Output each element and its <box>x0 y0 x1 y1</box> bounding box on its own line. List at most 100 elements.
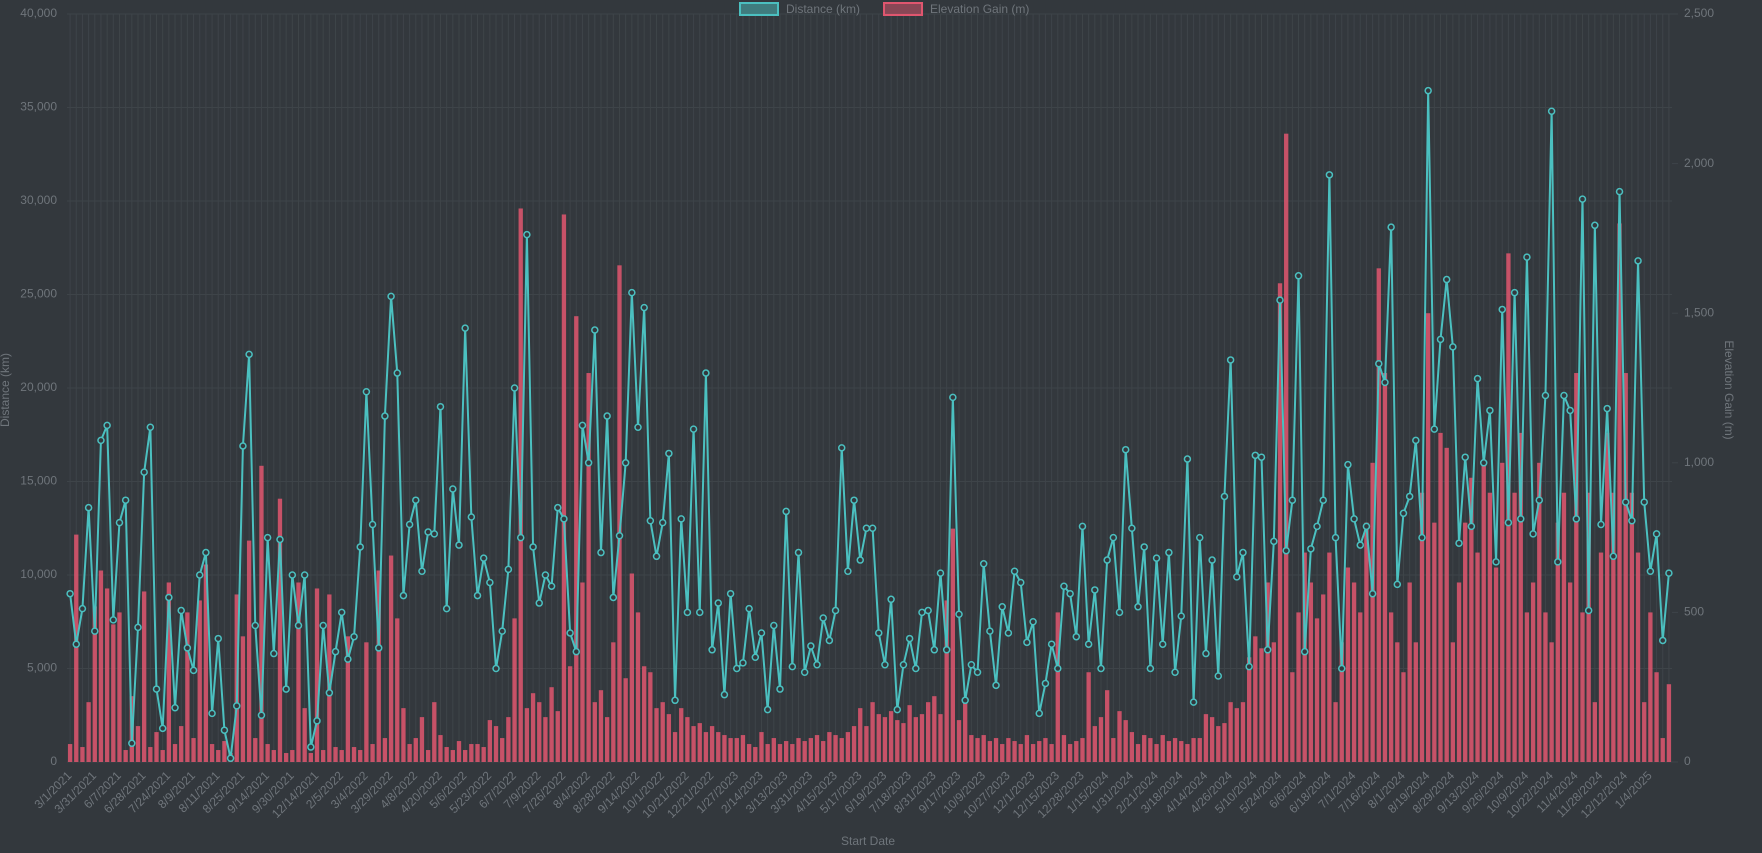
bar <box>1500 462 1505 762</box>
point <box>979 560 988 568</box>
point <box>1177 612 1185 620</box>
bar <box>1660 738 1665 762</box>
bar <box>493 726 499 762</box>
bar <box>642 666 647 762</box>
point <box>1196 533 1204 542</box>
bar <box>271 750 276 762</box>
bar <box>1364 522 1369 762</box>
bar <box>1185 744 1190 762</box>
bar <box>827 732 832 762</box>
bar <box>1160 735 1165 762</box>
point <box>1597 520 1605 529</box>
point <box>1251 451 1260 460</box>
point <box>189 666 198 675</box>
bar <box>1617 223 1622 762</box>
point <box>121 496 130 504</box>
point <box>739 659 747 667</box>
point <box>850 496 858 504</box>
bar <box>388 555 394 762</box>
bar <box>1043 738 1048 762</box>
bar <box>1586 492 1591 762</box>
point <box>430 530 439 538</box>
bar <box>709 726 715 762</box>
bar <box>1401 672 1406 762</box>
point <box>541 571 550 579</box>
bar <box>895 720 900 762</box>
bar <box>580 582 585 762</box>
bar <box>321 750 326 762</box>
point <box>751 653 760 662</box>
bar <box>771 738 776 762</box>
point <box>776 685 784 693</box>
point <box>1078 522 1087 531</box>
bar <box>1654 672 1659 762</box>
x-axis-title: Start Date <box>841 834 895 848</box>
bar <box>123 750 128 762</box>
point <box>1146 664 1155 673</box>
point <box>1665 569 1673 577</box>
point <box>72 640 81 648</box>
bar <box>92 606 97 762</box>
point <box>486 578 494 587</box>
point <box>1023 638 1031 647</box>
point <box>1424 86 1432 95</box>
bar <box>296 582 301 762</box>
point <box>1233 573 1241 581</box>
bar <box>907 705 912 762</box>
point <box>887 595 895 604</box>
bar <box>611 642 616 762</box>
point <box>1405 492 1414 501</box>
bar <box>1240 702 1246 762</box>
bar <box>172 744 178 762</box>
point <box>479 554 488 562</box>
point <box>825 636 834 645</box>
bar <box>561 214 567 763</box>
bar <box>543 717 548 762</box>
bar <box>86 702 91 762</box>
point <box>640 303 648 312</box>
point <box>1134 603 1142 611</box>
bar <box>1284 133 1289 762</box>
bar <box>265 744 270 762</box>
bar <box>1456 582 1462 762</box>
point <box>152 685 161 693</box>
point <box>374 644 383 652</box>
point <box>837 444 846 452</box>
bar <box>1432 522 1437 762</box>
point <box>202 548 210 557</box>
y-tick-label: 20,000 <box>20 380 57 394</box>
bar <box>981 735 986 762</box>
bar <box>1549 642 1554 762</box>
point <box>344 655 352 663</box>
point <box>788 662 797 671</box>
point <box>1041 679 1050 688</box>
bar <box>833 735 838 762</box>
bar <box>327 594 332 762</box>
point <box>1035 709 1044 718</box>
bar <box>376 570 381 762</box>
bar <box>1123 720 1128 762</box>
point <box>208 709 216 718</box>
point <box>128 739 136 748</box>
point <box>1165 548 1173 557</box>
point <box>1442 275 1451 284</box>
bar <box>1030 744 1036 762</box>
bar <box>1395 642 1400 762</box>
y-tick-label: 35,000 <box>20 100 57 114</box>
bar <box>1296 612 1301 762</box>
point <box>1103 556 1111 564</box>
point <box>1047 640 1056 648</box>
bar <box>901 723 906 762</box>
point <box>1418 533 1426 542</box>
bar <box>858 708 863 762</box>
y-tick-label: 10,000 <box>20 567 57 581</box>
point <box>424 528 432 536</box>
point <box>84 503 93 512</box>
point <box>1300 647 1309 656</box>
point <box>714 599 723 607</box>
point <box>702 369 710 377</box>
bar <box>277 498 283 762</box>
bar <box>1191 738 1196 762</box>
point <box>695 608 704 617</box>
point <box>1486 406 1494 415</box>
